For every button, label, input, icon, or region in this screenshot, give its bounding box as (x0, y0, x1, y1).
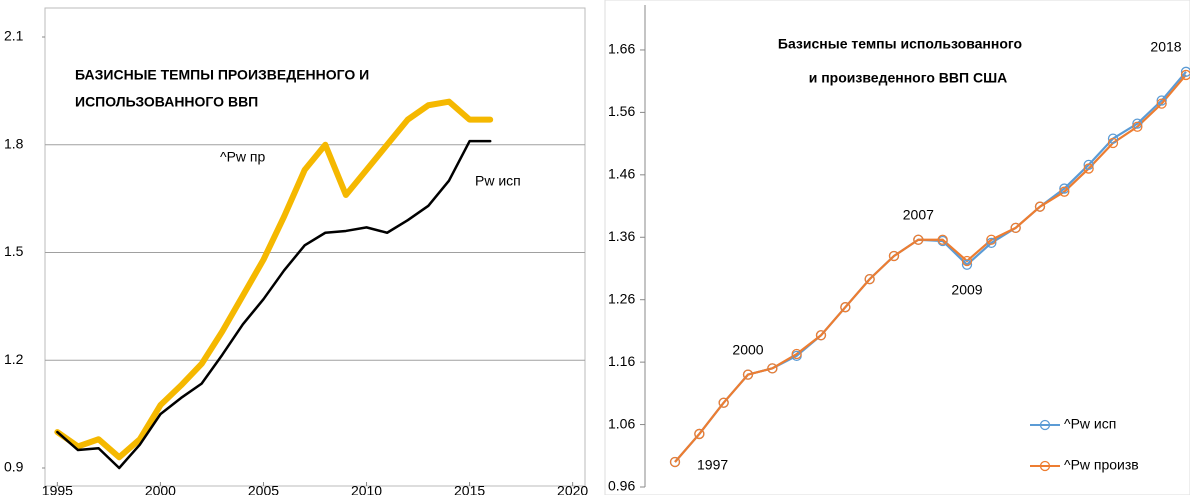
point-label: 2009 (951, 281, 982, 297)
point-marker (1180, 69, 1190, 81)
y-tick-label: 1.16 (608, 353, 635, 369)
point-marker (1132, 121, 1143, 132)
chart-title: Базисные темпы использованного (778, 36, 1022, 52)
legend-marker (1039, 460, 1051, 472)
point-marker (1156, 98, 1167, 109)
point-marker (1059, 183, 1070, 194)
point-marker (1107, 133, 1119, 144)
chart-title: и произведенного ВВП США (809, 70, 1008, 86)
x-tick-label: 2000 (145, 483, 176, 495)
point-marker (815, 330, 827, 341)
point-marker (1010, 222, 1021, 234)
legend-marker (1039, 419, 1051, 431)
point-marker (1107, 137, 1119, 149)
y-tick-label: 1.26 (608, 290, 635, 306)
point-marker (1132, 118, 1143, 129)
point-marker (1083, 163, 1094, 174)
point-marker (669, 456, 681, 468)
point-label: 1997 (697, 457, 728, 473)
x-tick-label: 2010 (351, 483, 382, 495)
x-tick-label: 2015 (454, 483, 485, 495)
point-marker (694, 428, 705, 440)
legend-label: ^Pw исп (1064, 416, 1116, 432)
chart-title: ИСПОЛЬЗОВАННОГО ВВП (75, 94, 258, 110)
series-line (54, 98, 494, 461)
y-tick-label: 1.8 (4, 135, 24, 151)
y-tick-label: 1.56 (608, 103, 635, 119)
point-marker (742, 369, 754, 380)
y-tick-label: 1.06 (608, 415, 635, 431)
point-marker (913, 234, 924, 245)
point-marker (888, 250, 900, 262)
point-marker (840, 302, 851, 313)
point-label: 2018 (1150, 39, 1181, 55)
y-tick-label: 1.36 (608, 228, 635, 244)
left-plot-frame (44, 7, 586, 487)
point-marker (986, 237, 997, 249)
right-chart-frame (604, 0, 1190, 495)
chart-title: БАЗИСНЫЕ ТЕМПЫ ПРОИЗВЕДЕННОГО И (75, 67, 369, 83)
y-tick-label: 1.66 (608, 41, 635, 57)
legend-label: ^Pw произв (1064, 457, 1139, 473)
point-marker (1059, 186, 1070, 197)
x-tick-label: 1995 (42, 483, 73, 495)
series-line (674, 74, 1187, 463)
x-tick-label: 2020 (557, 483, 588, 495)
y-tick-label: 1.2 (4, 351, 24, 367)
y-tick-label: 1.46 (608, 166, 635, 182)
series-line (56, 139, 492, 470)
y-tick-label: 2.1 (4, 28, 24, 44)
point-marker (961, 255, 973, 267)
y-tick-label: 0.96 (608, 478, 635, 494)
point-label: 2007 (903, 206, 934, 222)
point-marker (986, 234, 997, 245)
series-label: ^Pw пр (220, 149, 265, 165)
series-label: Pw исп (475, 173, 521, 189)
point-marker (718, 397, 729, 408)
point-marker (961, 259, 973, 270)
y-tick-label: 0.9 (4, 459, 24, 475)
point-marker (767, 363, 778, 374)
y-tick-label: 1.5 (4, 243, 24, 259)
point-marker (1156, 95, 1167, 106)
x-tick-label: 2005 (248, 483, 279, 495)
point-marker (1034, 201, 1046, 212)
point-marker (864, 273, 875, 285)
point-marker (1083, 159, 1094, 170)
point-marker (937, 234, 948, 245)
point-marker (1180, 66, 1190, 77)
point-label: 2000 (732, 341, 763, 357)
point-marker (791, 348, 802, 360)
